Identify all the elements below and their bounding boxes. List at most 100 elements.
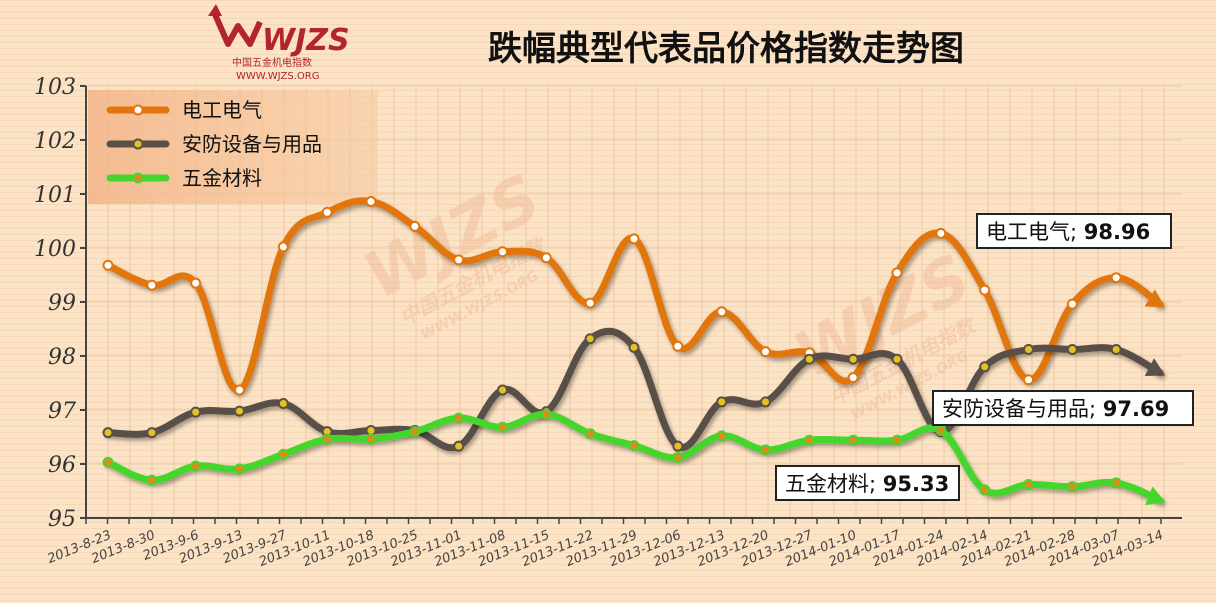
data-point xyxy=(234,405,245,417)
logo-text: WJZS xyxy=(262,23,350,58)
data-point xyxy=(453,440,465,452)
data-point xyxy=(234,463,245,475)
data-point xyxy=(540,252,552,264)
legend-label: 安防设备与用品 xyxy=(182,132,322,156)
data-point xyxy=(497,246,508,258)
callout-3: 五金材料; 95.33 xyxy=(775,465,960,501)
callout-2: 安防设备与用品; 97.69 xyxy=(932,390,1194,426)
callout-label: 五金材料; xyxy=(785,472,883,496)
y-tick-label: 99 xyxy=(48,291,76,316)
data-point xyxy=(935,227,947,239)
data-point xyxy=(716,430,728,442)
callout-text: 五金材料; 95.33 xyxy=(785,472,949,496)
callout-box xyxy=(932,390,1194,426)
series-group xyxy=(102,196,1166,506)
data-point xyxy=(102,259,114,271)
data-point xyxy=(979,284,991,296)
data-point xyxy=(716,306,728,318)
callout-box xyxy=(775,465,960,501)
data-point xyxy=(409,426,421,438)
y-axis-ticks: 95 96 97 98 99 100 101 102 103 xyxy=(34,75,86,532)
data-point xyxy=(1066,481,1078,493)
logo-url: WWW.WJZS.ORG xyxy=(236,71,319,82)
y-tick-label: 102 xyxy=(34,129,76,154)
data-point xyxy=(760,444,771,456)
chart-title: 跌幅典型代表品价格指数走势图 xyxy=(488,29,964,69)
data-point xyxy=(321,206,333,218)
data-point xyxy=(1110,477,1122,489)
callout-box xyxy=(976,213,1172,249)
y-tick-label: 96 xyxy=(48,453,76,478)
data-point xyxy=(497,384,508,396)
data-point xyxy=(1023,374,1034,386)
data-point xyxy=(672,340,684,352)
callout-1: 电工电气; 98.96 xyxy=(976,213,1172,249)
data-point xyxy=(497,421,508,433)
y-tick-label: 100 xyxy=(34,237,76,262)
data-point xyxy=(1066,344,1078,356)
data-point xyxy=(628,440,640,452)
wjzs-logo: WJZS 中国五金机电指数 WWW.WJZS.ORG xyxy=(208,4,350,82)
data-point xyxy=(672,440,684,452)
data-point xyxy=(891,267,903,279)
callout-text: 安防设备与用品; 97.69 xyxy=(942,397,1169,421)
data-point xyxy=(234,384,245,396)
series-arrow-icon xyxy=(1144,289,1166,308)
data-point xyxy=(891,353,903,365)
data-point xyxy=(672,452,684,464)
y-tick-label: 97 xyxy=(48,399,76,424)
data-point xyxy=(365,196,377,208)
legend-item: 电工电气 xyxy=(106,98,262,122)
data-point xyxy=(935,425,947,437)
data-point xyxy=(628,233,640,245)
data-point xyxy=(891,434,903,446)
data-point xyxy=(453,412,465,424)
data-point xyxy=(584,297,596,309)
data-point xyxy=(277,241,289,253)
y-tick-label: 95 xyxy=(48,507,76,532)
data-point xyxy=(760,346,771,358)
legend-item: 安防设备与用品 xyxy=(106,132,322,156)
data-point xyxy=(1023,479,1034,491)
data-point xyxy=(190,277,202,289)
legend-marker-icon xyxy=(132,104,144,116)
data-point xyxy=(584,333,596,345)
data-point xyxy=(1066,298,1078,310)
callout-value: 98.96 xyxy=(1084,220,1150,244)
y-tick-label: 103 xyxy=(34,75,76,100)
data-point xyxy=(1110,344,1122,356)
data-point xyxy=(321,433,333,445)
end-value-callouts: 电工电气; 98.96 安防设备与用品; 97.69 五金材料; 95.33 xyxy=(775,213,1194,501)
data-point xyxy=(365,433,377,445)
series-arrow-icon xyxy=(1144,358,1166,376)
logo-subtitle: 中国五金机电指数 xyxy=(232,56,312,69)
data-point xyxy=(847,353,859,365)
data-point xyxy=(409,220,421,232)
legend-item: 五金材料 xyxy=(106,166,262,190)
data-point xyxy=(1110,272,1122,284)
legend-marker-icon xyxy=(132,138,144,150)
series-arrow-icon xyxy=(1145,486,1166,506)
data-point xyxy=(979,484,991,496)
data-point xyxy=(584,428,596,440)
legend-label: 五金材料 xyxy=(182,166,262,190)
data-point xyxy=(847,372,859,384)
callout-label: 安防设备与用品; xyxy=(942,397,1103,421)
data-point xyxy=(146,427,158,439)
data-point xyxy=(146,279,158,291)
data-point xyxy=(760,396,771,408)
callout-value: 95.33 xyxy=(883,472,949,496)
data-point xyxy=(102,456,114,468)
data-point xyxy=(146,474,158,486)
callout-text: 电工电气; 98.96 xyxy=(986,220,1150,244)
y-tick-label: 101 xyxy=(34,183,76,208)
y-tick-label: 98 xyxy=(48,345,76,370)
data-point xyxy=(277,448,289,460)
logo-arrowhead-icon xyxy=(208,4,222,16)
data-point xyxy=(540,408,552,420)
legend-marker-icon xyxy=(132,172,144,184)
data-point xyxy=(803,353,815,365)
